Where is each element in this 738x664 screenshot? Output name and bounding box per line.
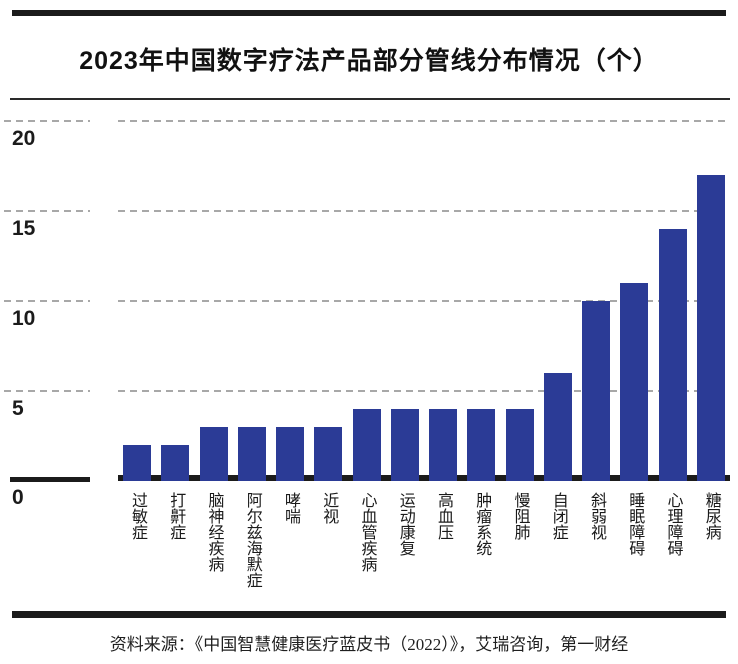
category-label-text: 心理障碍 xyxy=(664,492,682,556)
category-label-text: 哮喘 xyxy=(282,492,299,524)
bar xyxy=(620,283,649,481)
category-label: 肿瘤系统 xyxy=(462,492,500,556)
category-label-text: 脑神经疾病 xyxy=(205,492,223,572)
category-label-text: 心血管疾病 xyxy=(358,492,376,572)
category-label-text: 斜弱视 xyxy=(588,492,605,540)
y-tick-label-0: 0 xyxy=(12,486,24,509)
bar xyxy=(467,409,496,481)
gridline-15 xyxy=(4,210,90,212)
category-label: 哮喘 xyxy=(271,492,309,524)
category-label-text: 运动康复 xyxy=(396,492,414,556)
bar xyxy=(658,229,687,481)
category-label: 运动康复 xyxy=(386,492,424,556)
top-rule xyxy=(12,10,726,16)
bar xyxy=(390,409,419,481)
category-label: 阿尔兹海默症 xyxy=(233,492,271,588)
category-label-text: 慢阻肺 xyxy=(511,492,529,540)
category-label: 心血管疾病 xyxy=(348,492,386,572)
category-label: 高血压 xyxy=(424,492,462,540)
category-label: 睡眠障碍 xyxy=(615,492,653,556)
category-label-text: 肿瘤系统 xyxy=(473,492,491,556)
x-axis-left-segment xyxy=(10,477,90,482)
bar xyxy=(582,301,611,481)
gridline-20 xyxy=(118,120,730,122)
category-label: 近视 xyxy=(309,492,347,524)
bottom-rule xyxy=(12,611,726,618)
gridline-5 xyxy=(118,390,730,392)
category-label: 糖尿病 xyxy=(692,492,730,540)
y-tick-label-5: 5 xyxy=(12,397,24,420)
bar xyxy=(429,409,458,481)
y-tick-label-10: 10 xyxy=(12,307,36,330)
category-label-text: 打鼾症 xyxy=(167,492,185,540)
category-label-text: 阿尔兹海默症 xyxy=(243,492,261,588)
bar xyxy=(696,175,725,481)
gridline-10 xyxy=(118,300,730,302)
category-label: 心理障碍 xyxy=(654,492,692,556)
category-label: 斜弱视 xyxy=(577,492,615,540)
title-divider xyxy=(10,98,730,100)
chart-title: 2023年中国数字疗法产品部分管线分布情况（个） xyxy=(79,47,659,75)
bar xyxy=(161,445,190,481)
category-label-text: 高血压 xyxy=(435,492,452,540)
category-label-text: 自闭症 xyxy=(549,492,567,540)
bar xyxy=(314,427,343,481)
gridline-20 xyxy=(4,120,90,122)
category-label: 慢阻肺 xyxy=(501,492,539,540)
gridline-5 xyxy=(4,390,90,392)
bar xyxy=(352,409,381,481)
category-label-text: 糖尿病 xyxy=(702,492,720,540)
gridline-10 xyxy=(4,300,90,302)
bar xyxy=(543,373,572,481)
x-axis-baseline xyxy=(118,475,730,481)
y-tick-label-20: 20 xyxy=(12,127,36,150)
bar xyxy=(276,427,305,481)
category-label-text: 过敏症 xyxy=(129,492,146,540)
bar xyxy=(237,427,266,481)
category-label: 自闭症 xyxy=(539,492,577,540)
gridline-15 xyxy=(118,210,730,212)
bar xyxy=(199,427,228,481)
category-label: 打鼾症 xyxy=(156,492,194,540)
bar xyxy=(123,445,152,481)
bar xyxy=(505,409,534,481)
y-tick-label-15: 15 xyxy=(12,217,36,240)
category-label-text: 近视 xyxy=(320,492,338,524)
category-label: 过敏症 xyxy=(118,492,156,540)
category-label-text: 睡眠障碍 xyxy=(626,492,644,556)
source-note: 资料来源：《中国智慧健康医疗蓝皮书（2022）》，艾瑞咨询，第一财经 xyxy=(109,635,629,654)
category-label: 脑神经疾病 xyxy=(195,492,233,572)
